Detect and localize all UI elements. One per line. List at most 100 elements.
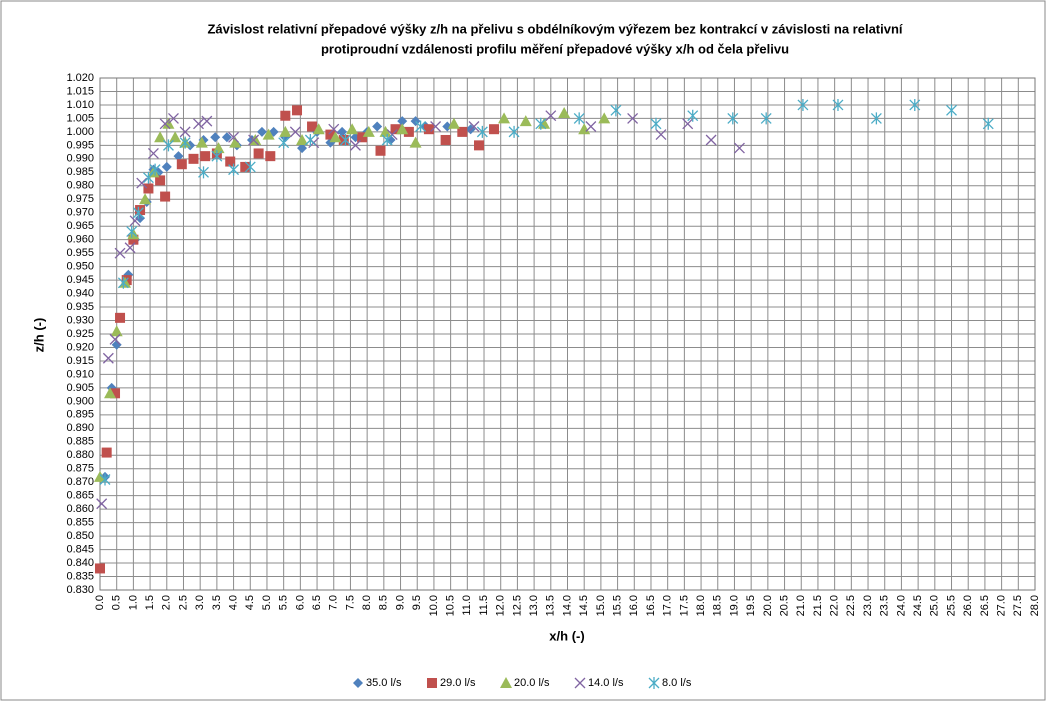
data-point <box>430 121 442 132</box>
x-tick-label: 9.5 <box>411 595 423 610</box>
data-point <box>110 388 121 399</box>
x-tick-label: 23.5 <box>879 595 891 616</box>
x-tick-label: 18.0 <box>695 595 707 616</box>
data-point <box>381 133 393 146</box>
data-point <box>946 104 957 117</box>
y-tick-label: 1.015 <box>66 85 94 97</box>
data-point <box>440 134 451 145</box>
y-tick-label: 0.865 <box>66 490 94 502</box>
data-point <box>101 447 112 458</box>
legend-label: 14.0 l/s <box>588 677 624 689</box>
x-tick-label: 24.0 <box>895 595 907 616</box>
x-tick-label: 10.5 <box>445 595 457 616</box>
data-point <box>909 98 921 111</box>
y-tick-label: 0.915 <box>66 355 94 367</box>
legend-label: 29.0 l/s <box>440 677 476 689</box>
x-tick-label: 19.0 <box>728 595 740 616</box>
data-point <box>161 161 172 172</box>
data-point <box>325 129 336 140</box>
y-tick-label: 0.835 <box>66 570 94 582</box>
data-point <box>162 139 174 152</box>
data-point <box>256 126 267 137</box>
y-tick-label: 0.935 <box>66 301 94 313</box>
data-point <box>132 206 144 219</box>
data-point <box>545 110 557 122</box>
data-point <box>982 117 994 130</box>
data-point <box>468 121 480 132</box>
data-point <box>201 115 213 127</box>
data-point <box>126 225 138 238</box>
x-tick-label: 0.5 <box>111 595 123 610</box>
y-tick-label: 1.005 <box>66 112 94 124</box>
x-tick-label: 14.5 <box>578 595 590 616</box>
data-point <box>96 498 108 510</box>
data-point <box>253 148 264 159</box>
data-point <box>682 118 694 130</box>
data-point <box>265 151 276 162</box>
data-point <box>447 117 460 129</box>
data-point <box>585 121 597 132</box>
x-tick-label: 15.5 <box>611 595 623 616</box>
data-point <box>385 134 396 145</box>
data-point <box>179 126 191 138</box>
x-tick-label: 22.5 <box>845 595 857 616</box>
legend-marker <box>500 677 512 688</box>
x-tick-label: 11.5 <box>478 595 490 616</box>
x-tick-label: 11.0 <box>461 595 473 616</box>
data-point <box>610 104 622 117</box>
data-point <box>195 136 208 148</box>
data-point <box>519 115 532 127</box>
data-point <box>154 131 167 143</box>
y-tick-label: 0.905 <box>66 382 94 394</box>
x-axis-label: x/h (-) <box>549 628 584 643</box>
data-point <box>457 126 468 137</box>
data-point <box>240 161 251 172</box>
x-tick-label: 6.5 <box>311 595 323 610</box>
data-point <box>149 163 161 176</box>
data-point <box>627 112 639 124</box>
x-tick-label: 23.0 <box>862 595 874 616</box>
data-point <box>346 123 359 135</box>
data-point <box>650 117 662 130</box>
data-point <box>375 145 386 156</box>
x-tick-label: 10.0 <box>428 595 440 616</box>
data-point <box>159 118 171 130</box>
x-tick-label: 2.5 <box>177 595 189 610</box>
data-point <box>337 126 348 137</box>
x-tick-label: 27.0 <box>996 595 1008 616</box>
y-tick-label: 0.975 <box>66 193 94 205</box>
x-tick-label: 4.0 <box>227 595 239 610</box>
data-point <box>168 112 179 124</box>
legend-marker <box>427 678 437 688</box>
x-tick-label: 17.5 <box>678 595 690 616</box>
x-tick-label: 21.0 <box>795 595 807 616</box>
data-point <box>280 110 291 121</box>
data-point <box>211 150 223 163</box>
legend-marker <box>648 677 660 689</box>
x-tick-label: 13.0 <box>528 595 540 616</box>
y-tick-label: 0.980 <box>66 180 94 192</box>
x-tick-label: 5.0 <box>261 595 273 610</box>
data-point <box>357 132 368 143</box>
data-point <box>734 142 745 154</box>
data-point <box>338 134 349 145</box>
y-tick-label: 0.830 <box>66 584 94 596</box>
y-tick-label: 1.010 <box>66 99 94 111</box>
y-tick-label: 0.960 <box>66 234 94 246</box>
data-point <box>212 142 225 154</box>
x-tick-label: 28.0 <box>1029 595 1041 616</box>
y-tick-label: 0.840 <box>66 557 94 569</box>
data-point <box>225 156 236 167</box>
data-point <box>117 276 129 289</box>
y-tick-label: 0.940 <box>66 287 94 299</box>
data-point <box>760 112 772 125</box>
data-point <box>111 339 122 350</box>
x-tick-label: 18.5 <box>712 595 724 616</box>
data-point <box>362 125 375 137</box>
x-tick-label: 3.0 <box>194 595 206 610</box>
data-point <box>244 160 256 173</box>
data-point <box>297 143 308 154</box>
data-point <box>832 98 844 111</box>
x-tick-label: 2.0 <box>161 595 173 610</box>
